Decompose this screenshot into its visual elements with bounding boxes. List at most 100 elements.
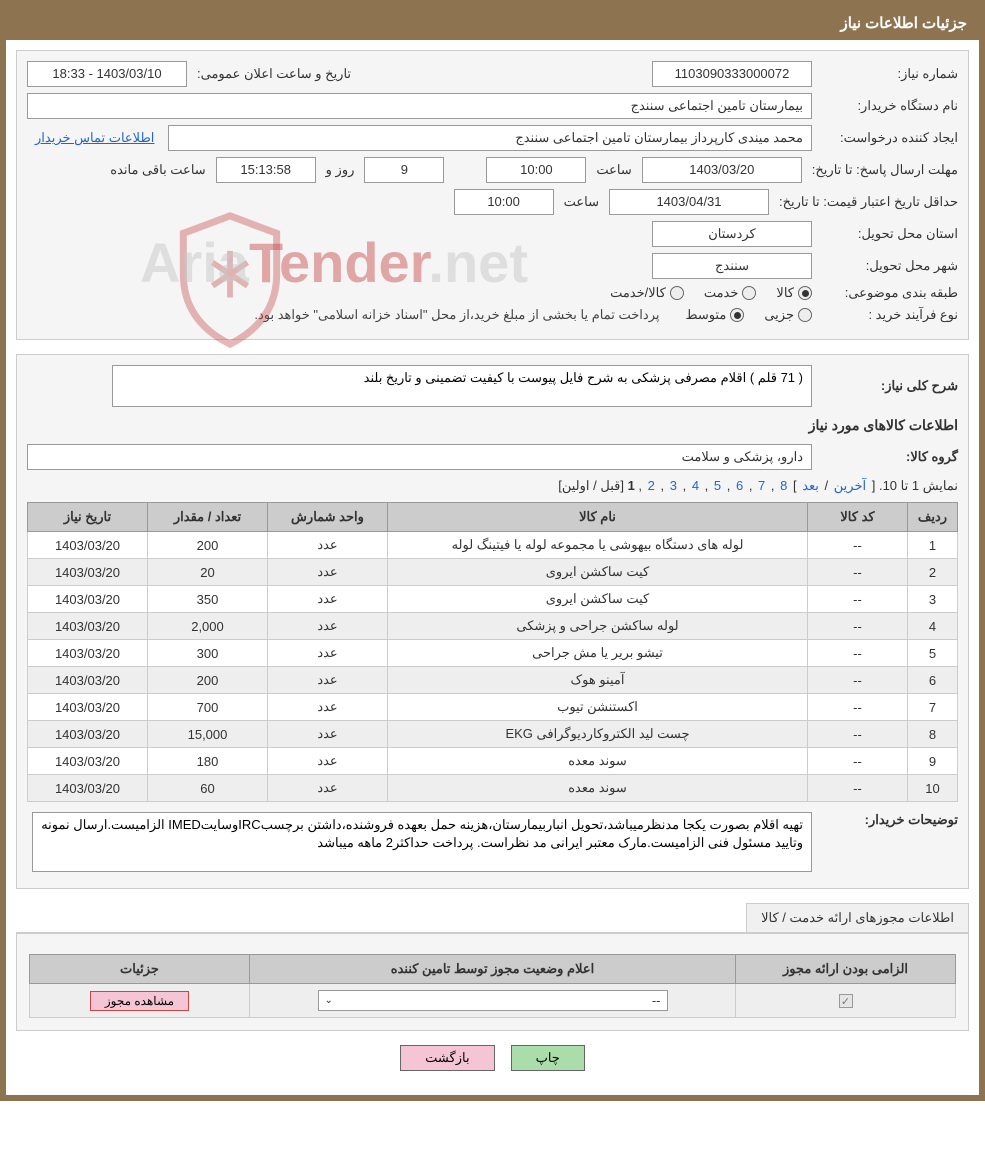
license-panel: الزامی بودن ارائه مجوز اعلام وضعیت مجوز … (16, 933, 969, 1031)
back-button[interactable]: بازگشت (400, 1045, 494, 1071)
radio-icon (798, 308, 812, 322)
table-row: 4--لوله ساکشن جراحی و پزشکیعدد2,0001403/… (28, 613, 958, 640)
textarea-buyer-notes[interactable] (32, 812, 812, 872)
value-province: کردستان (652, 221, 812, 247)
label-purchase-type: نوع فرآیند خرید : (818, 307, 958, 323)
radio-icon (742, 286, 756, 300)
pagination: نمایش 1 تا 10. [ آخرین / بعد ] 8 , 7 , 6… (27, 478, 958, 494)
row-need-desc: شرح کلی نیاز: (27, 365, 958, 407)
license-tab[interactable]: اطلاعات مجوزهای ارائه خدمت / کالا (746, 903, 969, 932)
row-requester: ایجاد کننده درخواست: محمد میندی کارپرداز… (27, 125, 958, 151)
label-remaining: ساعت باقی مانده (106, 162, 209, 178)
pagination-next[interactable]: بعد (800, 478, 821, 493)
table-cell: چست لید الکتروکاردیوگرافی EKG (388, 721, 808, 748)
table-cell: عدد (268, 640, 388, 667)
textarea-need-desc[interactable] (112, 365, 812, 407)
row-subject-class: طبقه بندی موضوعی: کالا خدمت کالا/خدمت (27, 285, 958, 301)
chevron-down-icon: ⌄ (325, 995, 333, 1006)
table-cell: 1403/03/20 (28, 667, 148, 694)
radio-item-medium[interactable]: متوسط (685, 307, 744, 323)
pagination-page[interactable]: 6 (734, 478, 745, 493)
col-unit: واحد شمارش (268, 503, 388, 532)
pagination-page[interactable]: 8 (778, 478, 789, 493)
pagination-last[interactable]: آخرین (832, 478, 868, 493)
value-days-remaining: 9 (364, 157, 444, 183)
radio-group-purchase: جزیی متوسط (685, 307, 812, 323)
row-price-validity: حداقل تاریخ اعتبار قیمت: تا تاریخ: 1403/… (27, 189, 958, 215)
table-cell: عدد (268, 721, 388, 748)
checkbox-mandatory[interactable] (839, 994, 853, 1008)
table-cell: 200 (148, 532, 268, 559)
table-cell: 1403/03/20 (28, 532, 148, 559)
pagination-page[interactable]: 3 (668, 478, 679, 493)
radio-label: جزیی (764, 307, 794, 323)
table-cell: 7 (908, 694, 958, 721)
table-cell: 1403/03/20 (28, 775, 148, 802)
row-goods-group: گروه کالا: دارو، پزشکی و سلامت (27, 444, 958, 470)
label-need-number: شماره نیاز: (818, 66, 958, 82)
table-cell: 20 (148, 559, 268, 586)
label-buyer-notes: توضیحات خریدار: (818, 812, 958, 828)
table-cell: 8 (908, 721, 958, 748)
label-buyer-org: نام دستگاه خریدار: (818, 98, 958, 114)
pagination-page[interactable]: 4 (690, 478, 701, 493)
pagination-page[interactable]: 5 (712, 478, 723, 493)
col-name: نام کالا (388, 503, 808, 532)
lic-col-detail: جزئیات (30, 955, 250, 984)
pagination-first: اولین (562, 478, 590, 493)
label-deadline-time: ساعت (592, 162, 635, 178)
table-cell: عدد (268, 613, 388, 640)
value-price-date: 1403/04/31 (609, 189, 769, 215)
col-row: ردیف (908, 503, 958, 532)
table-cell: -- (808, 640, 908, 667)
label-subject-class: طبقه بندی موضوعی: (818, 285, 958, 301)
table-cell: عدد (268, 559, 388, 586)
lic-cell-mandatory (736, 984, 956, 1018)
table-row: 1--لوله های دستگاه بیهوشی یا مجموعه لوله… (28, 532, 958, 559)
radio-label: کالا/خدمت (610, 285, 666, 301)
value-price-time: 10:00 (454, 189, 554, 215)
row-buyer-org: نام دستگاه خریدار: بیمارستان تامین اجتما… (27, 93, 958, 119)
table-cell: 5 (908, 640, 958, 667)
value-goods-group: دارو، پزشکی و سلامت (27, 444, 812, 470)
table-cell: تیشو بریر یا مش جراحی (388, 640, 808, 667)
license-row: -- ⌄ مشاهده مجوز (30, 984, 956, 1018)
pagination-current: 1 (628, 478, 635, 493)
value-need-number: 1103090333000072 (652, 61, 812, 87)
table-row: 9--سوند معدهعدد1801403/03/20 (28, 748, 958, 775)
table-row: 8--چست لید الکتروکاردیوگرافی EKGعدد15,00… (28, 721, 958, 748)
print-button[interactable]: چاپ (511, 1045, 585, 1071)
table-cell: 2,000 (148, 613, 268, 640)
table-cell: 6 (908, 667, 958, 694)
table-cell: 1403/03/20 (28, 721, 148, 748)
value-deadline-date: 1403/03/20 (642, 157, 802, 183)
radio-item-goods[interactable]: کالا (776, 285, 812, 301)
table-cell: 180 (148, 748, 268, 775)
table-cell: 1403/03/20 (28, 694, 148, 721)
table-cell: 700 (148, 694, 268, 721)
lic-cell-status: -- ⌄ (250, 984, 736, 1018)
col-qty: تعداد / مقدار (148, 503, 268, 532)
radio-item-both[interactable]: کالا/خدمت (610, 285, 684, 301)
table-cell: -- (808, 559, 908, 586)
form-panel-main: شماره نیاز: 1103090333000072 تاریخ و ساع… (16, 50, 969, 340)
pagination-page[interactable]: 2 (646, 478, 657, 493)
radio-icon (730, 308, 744, 322)
table-row: 6--آمینو هوکعدد2001403/03/20 (28, 667, 958, 694)
page-title: جزئیات اطلاعات نیاز (841, 15, 968, 32)
view-license-button[interactable]: مشاهده مجوز (90, 991, 189, 1011)
link-buyer-contact[interactable]: اطلاعات تماس خریدار (27, 130, 162, 146)
goods-table: ردیف کد کالا نام کالا واحد شمارش تعداد /… (27, 502, 958, 802)
radio-item-minor[interactable]: جزیی (764, 307, 812, 323)
dropdown-status[interactable]: -- ⌄ (318, 990, 668, 1011)
pagination-page[interactable]: 7 (756, 478, 767, 493)
table-cell: عدد (268, 694, 388, 721)
radio-item-service[interactable]: خدمت (704, 285, 757, 301)
pagination-prev: قبل (600, 478, 620, 493)
label-need-desc: شرح کلی نیاز: (818, 378, 958, 394)
row-city: شهر محل تحویل: سنندج (27, 253, 958, 279)
row-need-number: شماره نیاز: 1103090333000072 تاریخ و ساع… (27, 61, 958, 87)
radio-label: خدمت (704, 285, 739, 301)
license-section: اطلاعات مجوزهای ارائه خدمت / کالا الزامی… (16, 903, 969, 1031)
col-date: تاریخ نیاز (28, 503, 148, 532)
